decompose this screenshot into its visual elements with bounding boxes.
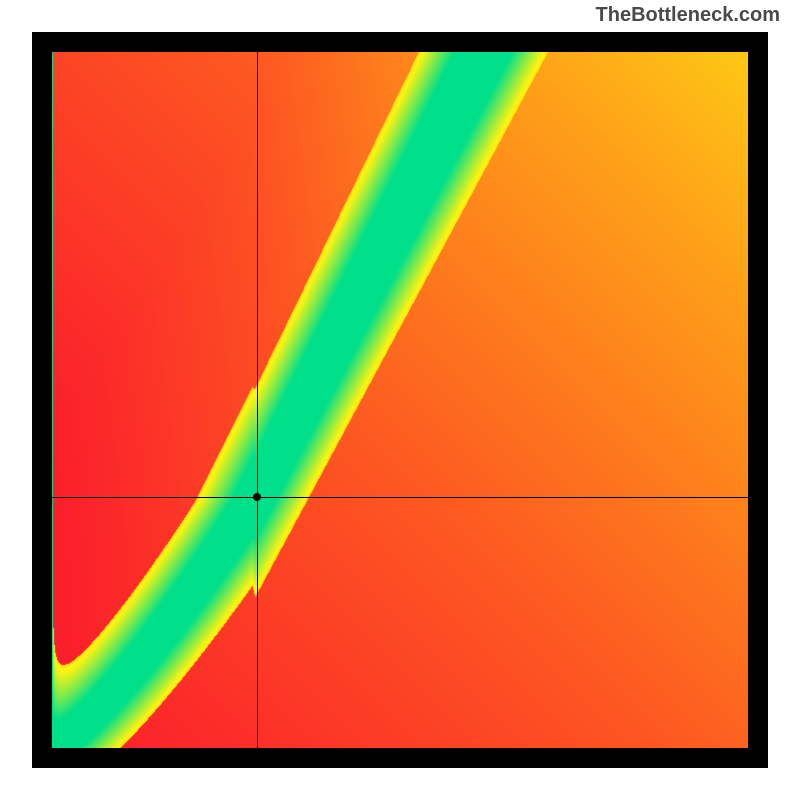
- crosshair-horizontal: [52, 497, 748, 498]
- crosshair-marker-dot: [253, 493, 261, 501]
- chart-outer-frame: [32, 32, 768, 768]
- watermark-text: TheBottleneck.com: [596, 4, 780, 27]
- heatmap-canvas: [52, 52, 748, 748]
- plot-area: [52, 52, 748, 748]
- crosshair-vertical: [257, 52, 258, 748]
